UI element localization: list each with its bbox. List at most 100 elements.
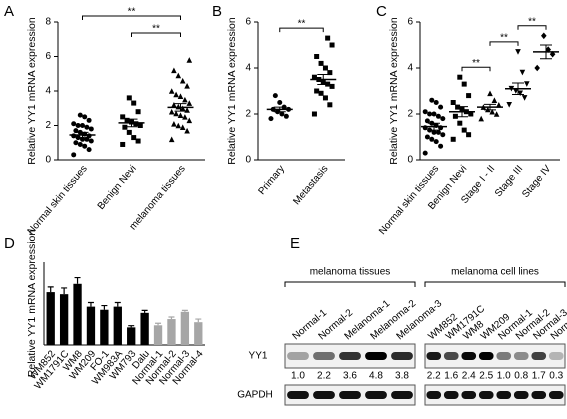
error-bar [101,304,108,310]
x-tick-label: Primary [256,164,287,197]
row-label: YY1 [249,351,268,362]
sem-bar [512,82,524,95]
band [287,352,309,360]
quant-label: 2.5 [479,371,493,382]
data-point [478,115,484,122]
band [339,352,361,360]
y-tick-label: 4 [45,86,51,97]
group-label: melanoma cell lines [451,267,539,278]
bar [140,312,149,345]
x-tick-label: Metastasis [291,164,330,208]
bar [153,325,163,345]
data-point [519,69,526,76]
data-point [327,102,333,108]
significance-label: ** [472,58,480,69]
bar [127,327,136,345]
data-point [314,88,320,94]
data-point [186,57,193,63]
data-point [493,111,500,117]
data-point [186,100,193,106]
data-point [80,123,85,128]
sem-bar [456,106,468,118]
significance-label: ** [528,16,536,27]
y-axis-label: Relative YY1 mRNA expression [388,17,400,165]
error-bar [168,316,175,320]
data-point [429,97,435,103]
significance-bracket [517,25,547,30]
band [513,352,529,360]
band [365,352,387,360]
group-bracket [424,281,566,287]
quant-label: 1.0 [291,371,305,382]
error-bar [87,301,94,307]
data-point [452,113,458,119]
data-point [327,70,333,76]
data-point [82,114,88,120]
gapdh-band [313,391,335,399]
data-point [77,112,83,118]
data-point [318,60,324,66]
y-tick-label: 6 [407,17,413,28]
data-point [71,121,77,127]
significance-bracket [82,15,181,20]
data-point [461,81,467,87]
quant-label: 0.3 [549,371,563,382]
y-tick-label: 2 [45,120,51,131]
x-tick-label: melanoma tissues [128,164,188,233]
gapdh-band [548,391,564,399]
data-point [177,93,184,99]
x-tick-label: Normal skin tissues [26,164,90,237]
quant-label: 0.8 [514,371,528,382]
y-tick-label: 6 [245,17,251,28]
data-point [126,95,132,101]
data-point [171,67,177,74]
y-axis-label: Relative YY1 mRNA expression [26,17,38,165]
significance-bracket [489,41,519,46]
data-point [88,126,94,132]
data-point [272,93,278,99]
y-tick-label: 0 [245,155,251,166]
gapdh-band [443,391,459,399]
data-point [513,88,519,94]
data-point [496,102,502,108]
data-point [318,90,324,96]
gapdh-band [426,391,442,399]
error-bar [195,318,202,323]
gapdh-band [461,391,477,399]
data-point [431,129,437,135]
data-point [175,122,182,129]
data-point [73,140,79,146]
quant-label: 3.8 [395,371,409,382]
panel-letter: D [4,235,15,252]
data-point [424,134,430,140]
data-point [450,100,456,105]
data-point [438,143,444,149]
sem-bar [317,73,330,86]
band [531,352,547,360]
sem-bar [174,103,187,112]
data-point [489,108,495,115]
y-tick-label: 2 [407,109,413,120]
data-point [534,64,540,72]
data-point [137,123,143,128]
band [496,352,512,360]
sem-bar [125,118,138,128]
data-point [427,111,433,117]
panel-letter: A [4,3,14,20]
error-bar [114,301,121,307]
quant-label: 2.2 [427,371,441,382]
data-point [461,127,467,133]
data-point [440,132,446,138]
bar [100,309,109,345]
error-bar [128,325,135,328]
data-point [466,132,472,138]
significance-bracket [279,27,324,33]
gapdh-band [478,391,494,399]
row-label: GAPDH [237,390,273,401]
data-point [168,88,175,94]
data-point [457,74,463,80]
quant-label: 1.6 [444,371,458,382]
quant-label: 2.4 [462,371,476,382]
bar [86,306,96,345]
data-point [487,90,493,97]
